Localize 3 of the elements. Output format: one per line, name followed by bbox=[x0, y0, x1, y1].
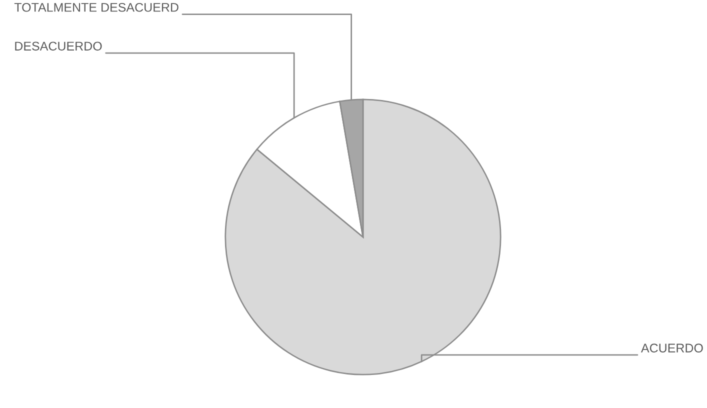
slice-label: ACUERDO bbox=[640, 344, 703, 352]
slice-label: DESACUERDO bbox=[15, 42, 102, 51]
slice-label: TOTALMENTE DESACUERD bbox=[14, 2, 178, 12]
